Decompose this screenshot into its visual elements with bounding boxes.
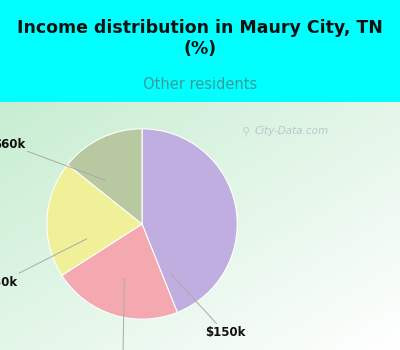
Text: ⚲: ⚲ bbox=[242, 126, 250, 136]
Wedge shape bbox=[62, 224, 177, 319]
Text: $30k: $30k bbox=[0, 239, 87, 289]
Wedge shape bbox=[47, 164, 142, 275]
Text: City-Data.com: City-Data.com bbox=[255, 126, 329, 136]
Text: $60k: $60k bbox=[0, 138, 105, 180]
Wedge shape bbox=[68, 129, 142, 224]
Text: Income distribution in Maury City, TN
(%): Income distribution in Maury City, TN (%… bbox=[17, 19, 383, 58]
Text: $150k: $150k bbox=[170, 273, 245, 340]
Text: $50k: $50k bbox=[107, 278, 139, 350]
Text: Other residents: Other residents bbox=[143, 77, 257, 92]
Wedge shape bbox=[142, 129, 237, 313]
